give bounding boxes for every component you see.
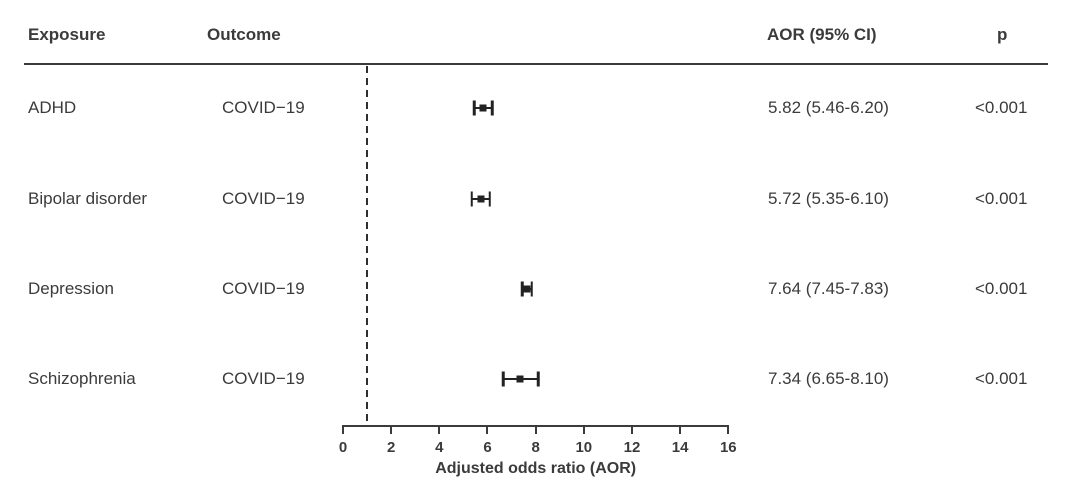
ci-cap-low <box>501 371 505 387</box>
row-outcome-label: COVID−19 <box>222 98 305 117</box>
row-outcome-label: COVID−19 <box>222 369 305 388</box>
row-exposure-label: Schizophrenia <box>28 369 136 388</box>
column-header-outcome: Outcome <box>207 25 281 44</box>
x-axis-tick-label: 14 <box>671 439 689 456</box>
x-axis-tick-label: 4 <box>435 439 444 456</box>
point-estimate-marker <box>516 375 524 383</box>
column-header-p: p <box>997 25 1008 44</box>
row-aor-ci-value: 5.82 (5.46-6.20) <box>768 98 889 117</box>
x-axis-tick <box>390 425 393 434</box>
reference-line <box>366 66 369 425</box>
row-exposure-label: Bipolar disorder <box>28 189 148 208</box>
ci-cap-high <box>488 191 492 207</box>
x-axis-tick <box>342 425 344 434</box>
x-axis-tick-label: 8 <box>531 439 540 456</box>
row-aor-ci-value: 7.64 (7.45-7.83) <box>768 279 889 298</box>
row-p-value: <0.001 <box>975 279 1028 298</box>
x-axis-title: Adjusted odds ratio (AOR) <box>435 460 637 477</box>
x-axis-tick-label: 12 <box>623 439 641 456</box>
x-axis-tick <box>679 425 682 434</box>
ci-cap-high <box>491 100 494 116</box>
row-exposure-label: Depression <box>28 279 114 298</box>
row-exposure-label: ADHD <box>28 98 77 117</box>
row-p-value: <0.001 <box>975 98 1028 117</box>
ci-cap-high <box>536 371 540 387</box>
ci-cap-low <box>473 100 476 116</box>
ci-cap-low <box>470 191 474 207</box>
x-axis-tick-label: 10 <box>575 439 593 456</box>
x-axis-tick <box>438 425 441 434</box>
column-header-exposure: Exposure <box>28 25 106 44</box>
x-axis-tick <box>582 425 585 434</box>
x-axis-tick <box>486 425 489 434</box>
x-axis-tick-label: 0 <box>338 439 348 456</box>
x-axis-tick <box>630 425 633 434</box>
row-p-value: <0.001 <box>975 189 1028 208</box>
point-estimate-marker <box>523 285 531 293</box>
x-axis-tick-label: 6 <box>483 439 492 456</box>
point-estimate-marker <box>477 195 485 203</box>
row-outcome-label: COVID−19 <box>222 189 305 208</box>
x-axis-tick-label: 2 <box>386 439 396 456</box>
x-axis-tick-label: 16 <box>719 439 737 456</box>
ci-cap-high <box>530 281 533 297</box>
ci-cap-low <box>521 281 524 297</box>
column-header-aor-ci: AOR (95% CI) <box>767 25 877 44</box>
row-outcome-label: COVID−19 <box>222 279 305 298</box>
x-axis-tick <box>534 425 537 434</box>
header-separator-line <box>24 63 1048 65</box>
row-p-value: <0.001 <box>975 369 1028 388</box>
x-axis-tick <box>727 425 730 434</box>
row-aor-ci-value: 7.34 (6.65-8.10) <box>768 369 889 388</box>
point-estimate-marker <box>479 104 487 112</box>
row-aor-ci-value: 5.72 (5.35-6.10) <box>768 189 889 208</box>
